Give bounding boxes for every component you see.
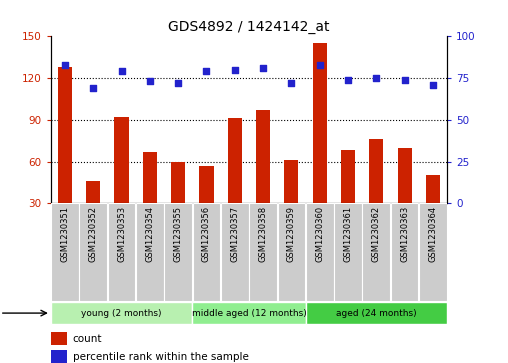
Point xyxy=(259,65,267,71)
Bar xyxy=(143,152,157,203)
FancyBboxPatch shape xyxy=(221,203,248,301)
Bar xyxy=(86,181,101,203)
Text: GSM1230360: GSM1230360 xyxy=(315,206,324,262)
Text: GSM1230362: GSM1230362 xyxy=(372,206,381,262)
FancyBboxPatch shape xyxy=(164,203,192,301)
Point xyxy=(429,82,437,87)
Bar xyxy=(199,166,213,203)
Point xyxy=(231,67,239,73)
Bar xyxy=(114,117,129,203)
Text: middle aged (12 months): middle aged (12 months) xyxy=(192,309,306,318)
Text: GSM1230351: GSM1230351 xyxy=(60,206,70,262)
Bar xyxy=(284,160,299,203)
Point xyxy=(372,75,380,81)
Text: count: count xyxy=(73,334,102,344)
Point xyxy=(117,69,125,74)
Bar xyxy=(341,150,355,203)
Point xyxy=(61,62,69,68)
Point xyxy=(174,80,182,86)
Text: GSM1230354: GSM1230354 xyxy=(145,206,154,262)
FancyBboxPatch shape xyxy=(334,203,362,301)
Text: aged (24 months): aged (24 months) xyxy=(336,309,417,318)
Point xyxy=(146,78,154,84)
Text: GSM1230359: GSM1230359 xyxy=(287,206,296,262)
FancyBboxPatch shape xyxy=(51,302,193,324)
Text: GSM1230361: GSM1230361 xyxy=(343,206,353,262)
Text: GSM1230363: GSM1230363 xyxy=(400,206,409,262)
Point xyxy=(89,85,98,91)
FancyBboxPatch shape xyxy=(306,203,334,301)
Text: percentile rank within the sample: percentile rank within the sample xyxy=(73,352,248,362)
Bar xyxy=(51,350,67,363)
FancyBboxPatch shape xyxy=(193,203,220,301)
FancyBboxPatch shape xyxy=(249,203,277,301)
Point xyxy=(288,80,296,86)
Title: GDS4892 / 1424142_at: GDS4892 / 1424142_at xyxy=(168,20,330,34)
FancyBboxPatch shape xyxy=(193,302,305,324)
FancyBboxPatch shape xyxy=(419,203,447,301)
Point xyxy=(400,77,408,83)
Point xyxy=(344,77,352,83)
Bar xyxy=(426,175,440,203)
Bar xyxy=(58,67,72,203)
FancyBboxPatch shape xyxy=(136,203,164,301)
Bar xyxy=(228,118,242,203)
Text: young (2 months): young (2 months) xyxy=(81,309,162,318)
Bar xyxy=(51,332,67,345)
Bar xyxy=(312,43,327,203)
FancyBboxPatch shape xyxy=(391,203,419,301)
FancyBboxPatch shape xyxy=(51,203,79,301)
Text: GSM1230352: GSM1230352 xyxy=(89,206,98,262)
FancyBboxPatch shape xyxy=(305,302,447,324)
Point xyxy=(202,69,210,74)
Bar xyxy=(171,162,185,203)
Text: GSM1230355: GSM1230355 xyxy=(174,206,183,262)
Bar xyxy=(369,139,384,203)
Bar xyxy=(256,110,270,203)
FancyBboxPatch shape xyxy=(362,203,390,301)
Bar xyxy=(397,148,411,203)
Text: GSM1230353: GSM1230353 xyxy=(117,206,126,262)
FancyBboxPatch shape xyxy=(277,203,305,301)
Text: GSM1230358: GSM1230358 xyxy=(259,206,268,262)
FancyBboxPatch shape xyxy=(108,203,136,301)
Text: GSM1230357: GSM1230357 xyxy=(230,206,239,262)
Text: GSM1230364: GSM1230364 xyxy=(428,206,437,262)
FancyBboxPatch shape xyxy=(79,203,107,301)
Text: GSM1230356: GSM1230356 xyxy=(202,206,211,262)
Point xyxy=(315,62,324,68)
